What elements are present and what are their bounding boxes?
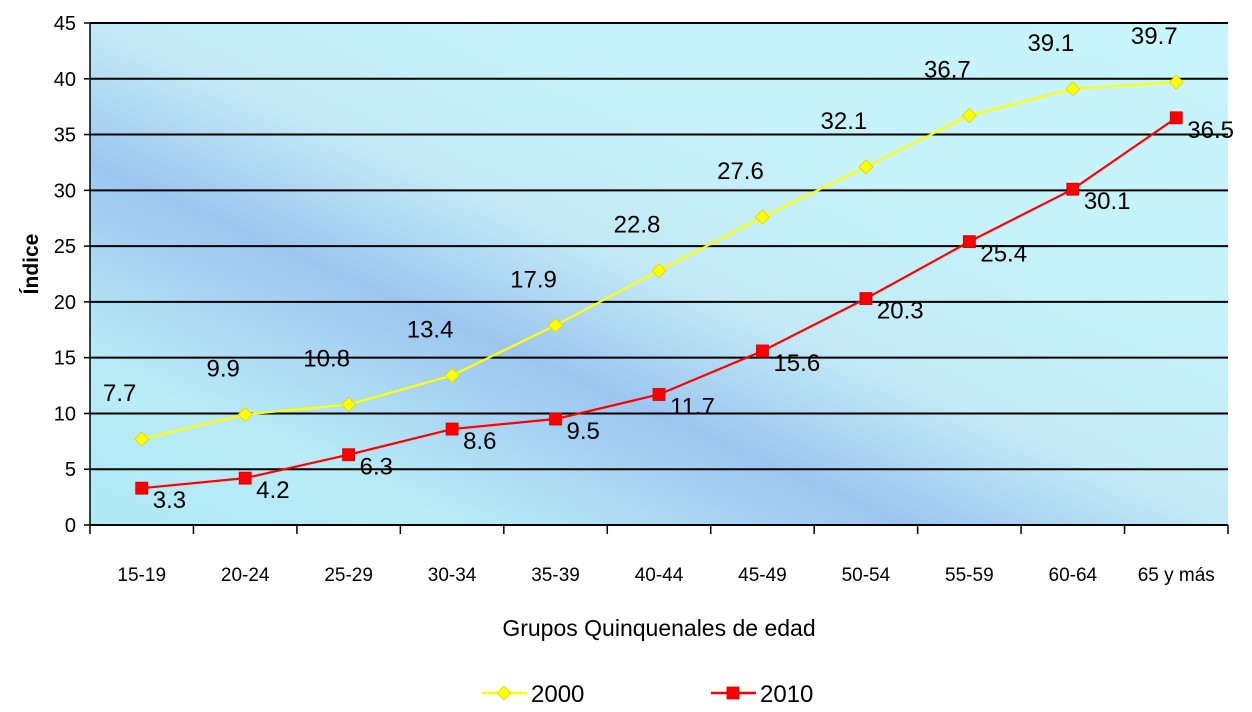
y-tick-label: 30: [54, 180, 76, 202]
x-tick-label: 40-44: [635, 565, 684, 586]
x-tick-label: 25-29: [324, 565, 373, 586]
legend-marker: [496, 685, 512, 701]
data-label: 39.7: [1131, 23, 1178, 50]
y-tick-label: 20: [54, 292, 76, 314]
x-tick-label: 55-59: [945, 565, 994, 586]
series-2010-point: [756, 344, 769, 358]
x-axis-title: Grupos Quinquenales de edad: [502, 615, 815, 641]
series-2000-point: [444, 367, 460, 384]
series-2000-point: [341, 396, 357, 413]
series-2000-point: [651, 263, 667, 279]
x-tick-label: 20-24: [221, 565, 270, 586]
y-tick-label: 10: [54, 403, 76, 425]
x-tick-label: 15-19: [117, 565, 166, 586]
data-label: 20.3: [877, 298, 924, 325]
data-label: 27.6: [717, 158, 764, 185]
series-2010-point: [1066, 182, 1080, 196]
legend-item-2010: 2010: [711, 681, 813, 708]
y-axis-title: Índice: [20, 234, 43, 295]
legend-item-2000: 2000: [482, 681, 584, 708]
data-label: 25.4: [980, 241, 1027, 268]
data-label: 4.2: [256, 477, 289, 504]
series-2000-point: [858, 159, 874, 175]
series-2000-point: [134, 431, 150, 447]
series-2000-point: [961, 108, 977, 124]
data-label: 3.3: [153, 487, 186, 514]
data-label: 6.3: [360, 454, 393, 481]
data-label: 10.8: [303, 346, 350, 373]
data-label: 39.1: [1027, 30, 1074, 57]
series-2010-point: [445, 422, 459, 436]
data-label: 8.6: [463, 428, 496, 455]
x-tick-label: 60-64: [1049, 565, 1098, 586]
data-label: 7.7: [103, 380, 136, 407]
legend-marker: [726, 686, 740, 700]
series-2000-point: [1065, 81, 1081, 97]
series-layer: [134, 74, 1184, 495]
data-label: 9.5: [567, 418, 600, 445]
y-axis-ticks: 0 5 10 15 20 25 30 35 40 45: [54, 13, 90, 537]
data-label: 11.7: [670, 393, 715, 420]
series-2000-point: [547, 317, 564, 333]
data-label: 15.6: [773, 350, 820, 377]
x-tick-label: 30-34: [428, 565, 477, 586]
y-tick-label: 15: [54, 348, 76, 370]
series-2010-point: [342, 448, 356, 462]
y-tick-label: 45: [54, 13, 76, 35]
axes: [89, 23, 1228, 526]
series-2010-point: [652, 388, 666, 401]
y-tick-label: 25: [54, 236, 76, 258]
data-label: 17.9: [510, 266, 557, 293]
legend-label: 2000: [531, 681, 584, 708]
legend: 2000 2010: [482, 681, 813, 708]
data-label: 13.4: [407, 317, 454, 344]
series-2010-point: [962, 235, 976, 249]
series-2010-point: [135, 481, 149, 495]
series-2010-point: [549, 412, 562, 426]
y-tick-label: 5: [65, 459, 76, 481]
data-label: 9.9: [206, 356, 239, 383]
gridlines: [90, 22, 1228, 526]
y-tick-label: 40: [54, 69, 76, 91]
data-label: 36.7: [924, 57, 971, 84]
y-tick-label: 35: [54, 125, 76, 147]
data-label: 30.1: [1084, 188, 1131, 215]
data-labels: 7.7 9.9 10.8 13.4 17.9 22.8 27.6 32.1 36.7 39.1 39…: [103, 23, 1234, 514]
series-2010-point: [1169, 111, 1183, 125]
x-tick-label: 35-39: [531, 565, 580, 586]
x-axis-ticks: 15-19 20-24 25-29 30-34 35-39 40-44 45-49 50-54…: [89, 525, 1229, 586]
x-tick-label: 65 y más: [1138, 565, 1215, 586]
series-2000-point: [754, 209, 771, 225]
series-2000-point: [237, 406, 253, 423]
data-label: 32.1: [821, 108, 868, 135]
series-2000-point: [1168, 74, 1184, 90]
data-label: 36.5: [1187, 117, 1234, 144]
x-tick-label: 45-49: [738, 565, 787, 586]
data-label: 22.8: [614, 212, 661, 239]
x-tick-label: 50-54: [842, 565, 891, 586]
series-2010-point: [238, 471, 252, 485]
series-2010-point: [859, 292, 873, 305]
legend-label: 2010: [760, 681, 813, 708]
y-tick-label: 0: [65, 515, 76, 537]
